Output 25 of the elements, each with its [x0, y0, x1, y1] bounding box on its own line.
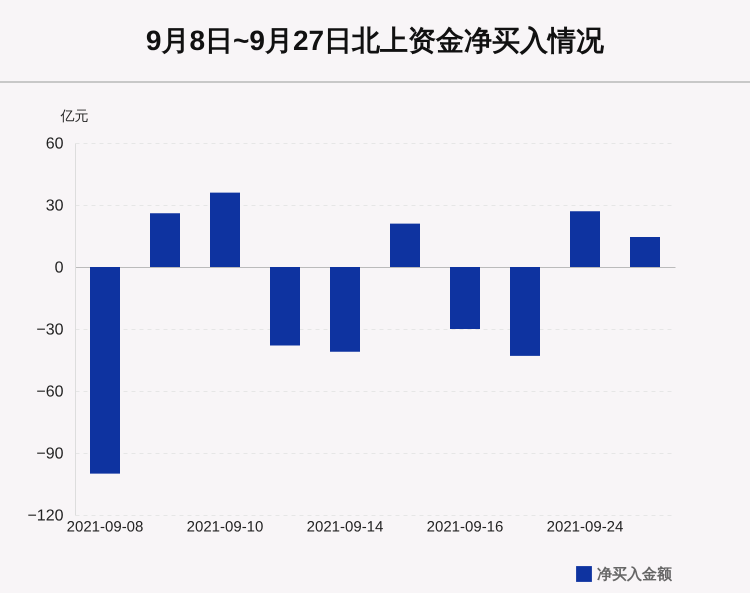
bar [390, 224, 420, 267]
bar [450, 267, 480, 329]
bar [330, 267, 360, 352]
x-tick-label: 2021-09-14 [306, 518, 384, 536]
y-tick-label: −30 [36, 322, 64, 338]
y-tick-label: 30 [46, 198, 64, 214]
y-tick-label: 60 [46, 136, 64, 152]
y-tick-label: 0 [54, 260, 64, 276]
x-tick-label: 2021-09-16 [426, 518, 504, 536]
x-tick-label: 2021-09-08 [66, 518, 144, 536]
y-tick-label: −90 [36, 446, 64, 462]
bar [630, 237, 660, 267]
y-tick-label: −60 [36, 384, 64, 400]
bar [150, 213, 180, 267]
chart-title: 9月8日~9月27日北上资金净买入情况 [0, 0, 750, 83]
bar [510, 267, 540, 356]
y-axis-title: 亿元 [60, 108, 88, 124]
y-tick-label: −120 [27, 508, 64, 524]
bar [210, 192, 240, 267]
bar [570, 211, 600, 267]
x-tick-label: 2021-09-10 [186, 518, 264, 536]
bar [90, 267, 120, 474]
x-tick-label: 2021-09-24 [546, 518, 624, 536]
bar [270, 267, 300, 346]
legend-label: 净买入金额 [597, 565, 673, 583]
